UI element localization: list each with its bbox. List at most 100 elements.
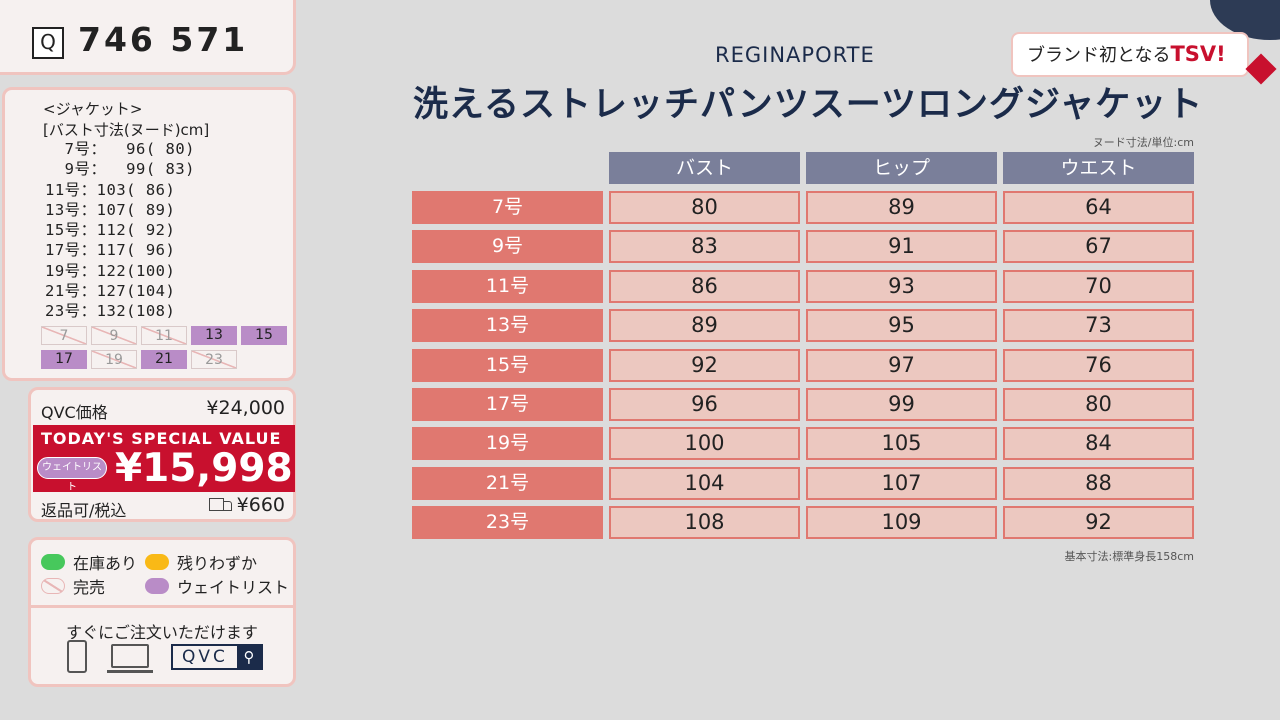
- search-icon[interactable]: Q: [32, 27, 64, 59]
- special-value-box: TODAY'S SPECIAL VALUE ウェイトリスト ¥15,998: [33, 425, 295, 493]
- item-number-panel: Q 746 571: [0, 0, 296, 75]
- size-list-panel: <ジャケット> [バスト寸法(ヌード)cm] 7号： 96( 80) 9号： 9…: [2, 87, 296, 381]
- table-cell: 91: [806, 230, 997, 263]
- size-list-row: 15号：112( 92): [45, 221, 176, 240]
- basis-note: 基本寸法:標準身長158cm: [1064, 550, 1194, 563]
- return-tax-label: 返品可/税込: [41, 501, 127, 520]
- shipping-fee: ¥660: [208, 494, 285, 516]
- table-cell: 89: [609, 309, 800, 342]
- table-cell: 104: [609, 467, 800, 500]
- row-label: 17号: [412, 388, 603, 421]
- brand-name: REGINAPORTE: [715, 43, 875, 67]
- table-cell: 83: [609, 230, 800, 263]
- special-price: ¥15,998: [115, 446, 293, 491]
- size-availability-chips: 7 9 11 13 15 17 19 21 23: [41, 326, 293, 369]
- qvc-search-label: QVC: [182, 647, 228, 667]
- order-now-text: すぐにご注文いただけます: [66, 623, 258, 642]
- size-list-row: 17号：117( 96): [45, 241, 176, 260]
- size-list-row: 19号：122(100): [45, 261, 176, 280]
- green-dot-icon: [41, 554, 65, 570]
- legend-waitlist-label: ウェイトリスト: [177, 578, 290, 597]
- tsv-tag: ブランド初となるTSV!: [1011, 32, 1249, 77]
- legend-waitlist: ウェイトリスト: [145, 574, 289, 598]
- size-chip-9[interactable]: 9: [91, 326, 137, 345]
- size-list-row: 23号：132(108): [45, 302, 176, 321]
- legend-few-left: 残りわずか: [145, 550, 257, 574]
- legend-sold-out-label: 完売: [73, 578, 106, 597]
- column-header: ヒップ: [806, 152, 997, 184]
- diamond-icon: [1245, 53, 1277, 85]
- size-list-row: 7号： 96( 80): [45, 140, 195, 158]
- table-cell: 70: [1003, 270, 1194, 303]
- size-chip-17[interactable]: 17: [41, 350, 87, 369]
- row-label: 7号: [412, 191, 603, 224]
- product-title: 洗えるストレッチパンツスーツロングジャケット: [413, 85, 1204, 125]
- special-value-title: TODAY'S SPECIAL VALUE: [41, 429, 282, 448]
- table-cell: 73: [1003, 309, 1194, 342]
- qvc-search-box[interactable]: QVC ⚲: [171, 644, 263, 670]
- row-label: 9号: [412, 230, 603, 263]
- column-header: バスト: [609, 152, 800, 184]
- row-label: 15号: [412, 349, 603, 382]
- size-chip-15[interactable]: 15: [241, 326, 287, 345]
- sold-out-icon: [41, 578, 65, 594]
- qvc-price: ¥24,000: [206, 397, 285, 419]
- legend-divider: [31, 605, 293, 608]
- table-cell: 99: [806, 388, 997, 421]
- table-cell: 97: [806, 349, 997, 382]
- column-header: ウエスト: [1003, 152, 1194, 184]
- table-cell: 89: [806, 191, 997, 224]
- table-cell: 88: [1003, 467, 1194, 500]
- row-label: 23号: [412, 506, 603, 539]
- table-cell: 92: [609, 349, 800, 382]
- table-cell: 105: [806, 427, 997, 460]
- table-cell: 76: [1003, 349, 1194, 382]
- size-list-row: 9号： 99( 83): [45, 160, 195, 179]
- legend-in-stock-label: 在庫あり: [73, 554, 138, 573]
- size-chip-7[interactable]: 7: [41, 326, 87, 345]
- table-cell: 80: [1003, 388, 1194, 421]
- table-cell: 86: [609, 270, 800, 303]
- table-cell: 109: [806, 506, 997, 539]
- size-chip-11[interactable]: 11: [141, 326, 187, 345]
- size-list-row: 11号：103( 86): [45, 180, 176, 199]
- purple-dot-icon: [145, 578, 169, 594]
- table-cell: 80: [609, 191, 800, 224]
- laptop-icon: [107, 644, 153, 673]
- shipping-fee-value: ¥660: [236, 494, 285, 516]
- size-chip-21[interactable]: 21: [141, 350, 187, 369]
- size-list-row: 13号：107( 89): [45, 200, 176, 219]
- table-cell: 96: [609, 388, 800, 421]
- item-number: 746 571: [78, 20, 249, 59]
- row-label: 11号: [412, 270, 603, 303]
- row-label: 13号: [412, 309, 603, 342]
- table-cell: 64: [1003, 191, 1194, 224]
- price-panel: QVC価格 ¥24,000 TODAY'S SPECIAL VALUE ウェイト…: [28, 387, 296, 522]
- table-cell: 67: [1003, 230, 1194, 263]
- smartphone-icon: [67, 640, 87, 673]
- size-list-header: [バスト寸法(ヌード)cm]: [43, 121, 210, 139]
- table-cell: 93: [806, 270, 997, 303]
- table-cell: 108: [609, 506, 800, 539]
- size-list-row: 21号：127(104): [45, 282, 176, 301]
- table-cell: 92: [1003, 506, 1194, 539]
- qvc-price-label: QVC価格: [41, 403, 108, 422]
- size-chip-23[interactable]: 23: [191, 350, 237, 369]
- search-icon[interactable]: ⚲: [237, 646, 261, 668]
- row-label: 19号: [412, 427, 603, 460]
- table-cell: 84: [1003, 427, 1194, 460]
- legend-in-stock: 在庫あり: [41, 550, 137, 574]
- legend-few-left-label: 残りわずか: [177, 554, 258, 573]
- table-cell: 95: [806, 309, 997, 342]
- tsv-bold: TSV!: [1170, 42, 1226, 66]
- truck-icon: [208, 498, 232, 512]
- size-chip-13[interactable]: 13: [191, 326, 237, 345]
- table-cell: 107: [806, 467, 997, 500]
- legend-sold-out: 完売: [41, 574, 105, 598]
- table-cell: 100: [609, 427, 800, 460]
- yellow-dot-icon: [145, 554, 169, 570]
- size-chip-19[interactable]: 19: [91, 350, 137, 369]
- unit-note: ヌード寸法/単位:cm: [1092, 136, 1194, 149]
- row-label: 21号: [412, 467, 603, 500]
- tsv-prefix: ブランド初となる: [1027, 45, 1171, 66]
